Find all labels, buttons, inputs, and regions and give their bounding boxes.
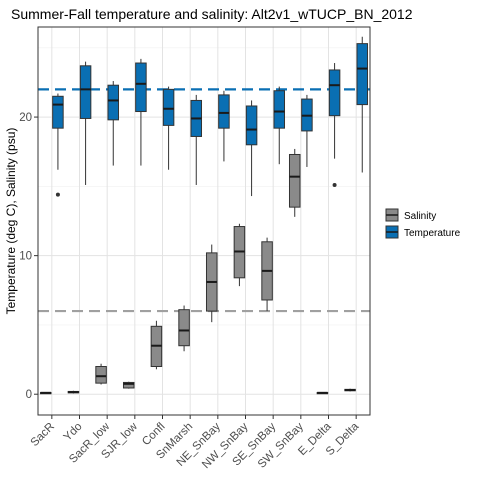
legend-label: Temperature (404, 228, 461, 239)
box-temperature-sjr_low (135, 58, 147, 166)
y-axis: 0 10 20 (19, 112, 38, 401)
box-body (356, 43, 369, 106)
x-tick-label: SacR (29, 421, 57, 449)
box-salinity-sacr_low (95, 363, 107, 385)
box-temperature-sw_snbay (301, 94, 313, 167)
box-salinity-sjr_low (122, 381, 135, 389)
box-body (288, 153, 301, 208)
grid-lines (38, 27, 370, 415)
box-outlier (332, 182, 337, 187)
box-outlier (55, 192, 60, 197)
box-salinity-confl (150, 320, 163, 370)
legend-item-temperature: Temperature (385, 225, 461, 239)
box-temperature-sacr_low (107, 81, 120, 166)
y-tick-label: 10 (19, 251, 32, 263)
y-tick-label: 20 (19, 112, 32, 124)
box-body (95, 366, 107, 384)
box-temperature-ne_snbay (218, 90, 230, 162)
box-salinity-se_snbay (261, 237, 273, 312)
box-salinity-sacr (39, 391, 52, 395)
box-body (273, 90, 286, 129)
plot-border (37, 26, 371, 416)
box-body (135, 62, 147, 113)
box-temperature-e_delta (328, 63, 341, 187)
box-body (122, 381, 135, 389)
box-body (245, 105, 258, 146)
box-temperature-se_snbay (273, 86, 286, 165)
boxplots (39, 36, 369, 395)
reference-lines (38, 88, 370, 313)
box-body (107, 84, 120, 121)
box-body (79, 65, 92, 119)
legend-label: Salinity (404, 211, 436, 222)
box-body (328, 69, 341, 117)
box-temperature-ydo (79, 61, 92, 185)
chart-title: Summer-Fall temperature and salinity: Al… (11, 6, 413, 22)
y-axis-title: Temperature (deg C), Salinity (psu) (4, 128, 18, 315)
box-salinity-ne_snbay (205, 244, 218, 323)
box-body (218, 94, 230, 129)
legend: Salinity Temperature (385, 208, 461, 239)
box-temperature-snmarsh (190, 94, 203, 185)
x-tick-label: Ydo (62, 421, 85, 444)
plot-panel (37, 26, 371, 416)
box-salinity-nw_snbay (233, 223, 246, 287)
box-salinity-sw_snbay (288, 148, 301, 217)
box-temperature-confl (162, 86, 175, 170)
y-tick-label: 0 (26, 389, 32, 401)
box-salinity-s_delta (344, 388, 356, 392)
box-body (178, 309, 190, 347)
box-salinity-snmarsh (178, 305, 190, 352)
box-salinity-ydo (67, 390, 80, 394)
box-temperature-nw_snbay (245, 100, 258, 197)
legend-item-salinity: Salinity (385, 208, 436, 222)
box-temperature-s_delta (356, 36, 369, 173)
box-salinity-e_delta (316, 391, 329, 395)
box-body (162, 88, 175, 126)
box-body (52, 95, 64, 129)
box-temperature-sacr (52, 93, 64, 197)
